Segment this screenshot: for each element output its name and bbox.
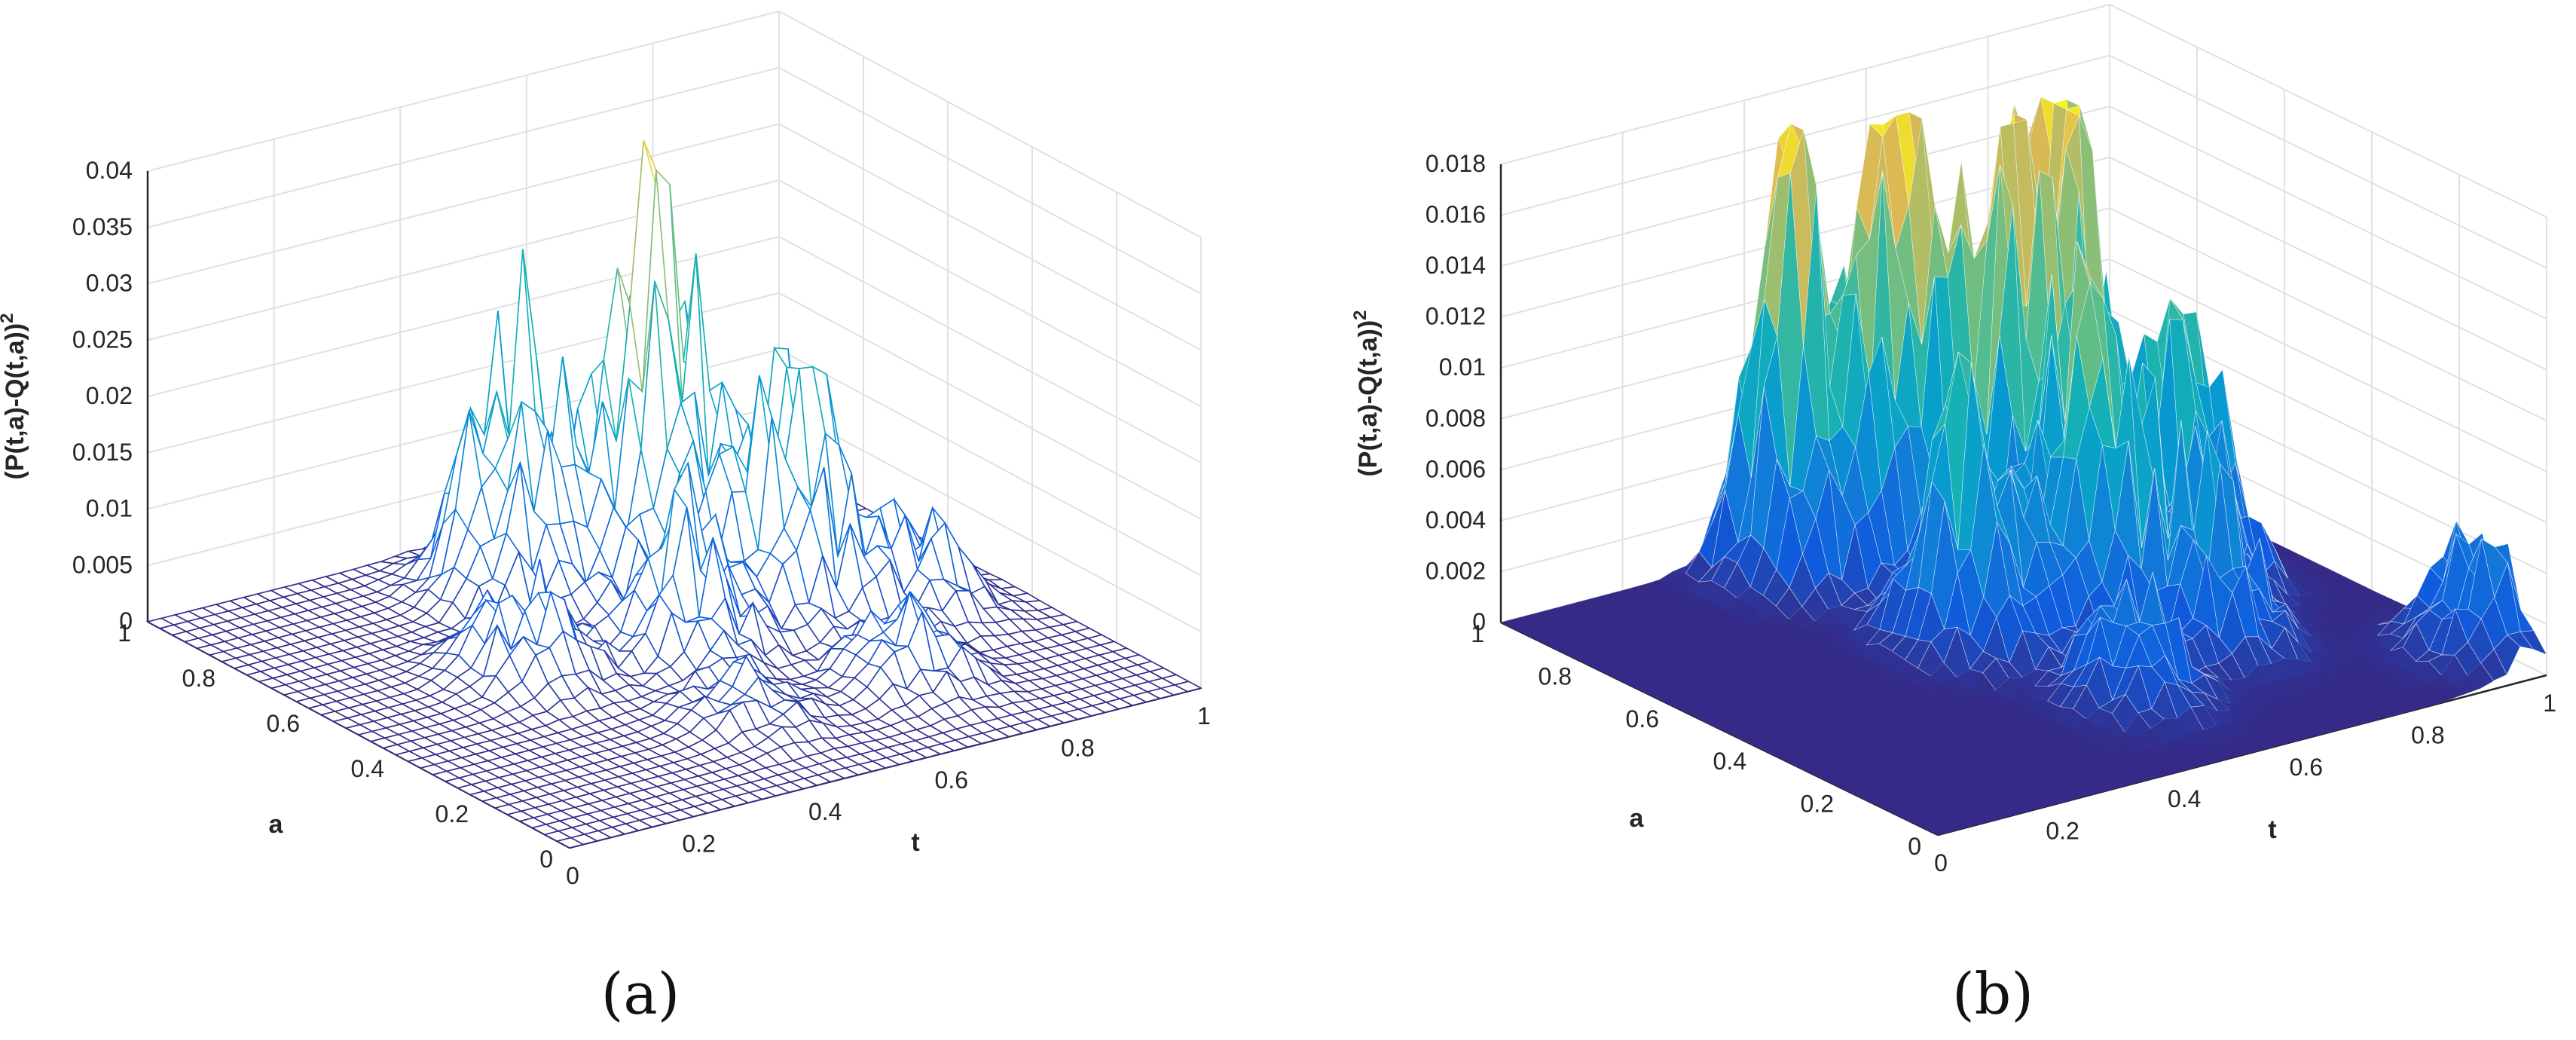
- surface-patch: [1173, 681, 1203, 693]
- t-tick-label: 0.2: [2046, 818, 2079, 845]
- panel-label-a: (a): [601, 960, 680, 1027]
- surface-plot-b: 00.20.40.60.8100.20.40.60.8100.0020.0040…: [1350, 3, 2556, 876]
- z-axis-label: (P(t,a)-Q(t,a))2: [0, 313, 29, 479]
- grid-line: [147, 179, 1202, 408]
- a-tick-label: 0.8: [182, 665, 215, 692]
- grid-line: [147, 292, 1202, 520]
- surface-patch: [2519, 630, 2547, 656]
- z-tick-label: 0.01: [1439, 353, 1486, 381]
- t-axis-label: t: [911, 828, 919, 857]
- z-tick-label: 0: [119, 607, 133, 635]
- z-axis-label-exponent: 2: [1350, 310, 1371, 320]
- z-tick-label: 0.005: [72, 551, 133, 578]
- grid-line: [1500, 156, 2547, 371]
- a-tick-label: 0: [539, 846, 553, 873]
- z-axis-label: (P(t,a)-Q(t,a))2: [1350, 310, 1383, 476]
- z-tick-label: 0.025: [72, 326, 133, 353]
- grid-line: [147, 66, 1202, 295]
- z-tick-label: 0.02: [86, 382, 133, 409]
- grid-line: [1500, 54, 2547, 269]
- t-tick-label: 1: [2543, 690, 2556, 717]
- t-tick-label: 0: [566, 862, 579, 889]
- z-tick-label: 0.015: [72, 439, 133, 466]
- grid-line: [147, 10, 1202, 238]
- a-tick-label: 0.4: [1713, 748, 1746, 775]
- grid-line: [1500, 3, 2547, 218]
- grid-line: [147, 235, 1202, 463]
- grid-line: [1500, 207, 2547, 422]
- t-tick-label: 0.8: [1061, 734, 1094, 761]
- z-tick-label: 0.008: [1426, 405, 1486, 432]
- grid-line: [1500, 106, 2547, 320]
- z-tick-label: 0.018: [1426, 150, 1486, 177]
- z-axis-label-exponent: 2: [0, 313, 17, 323]
- z-tick-label: 0.016: [1426, 201, 1486, 228]
- grid-line: [1500, 258, 2547, 473]
- a-tick-label: 0.6: [267, 710, 300, 737]
- a-tick-label: 0.4: [351, 755, 384, 782]
- z-tick-label: 0.01: [86, 495, 133, 522]
- z-tick-label: 0.004: [1426, 506, 1486, 534]
- a-tick-label: 0.2: [435, 800, 469, 827]
- z-tick-label: 0: [1472, 608, 1486, 635]
- a-axis-label: a: [269, 810, 284, 839]
- t-tick-label: 1: [1197, 702, 1211, 730]
- a-tick-label: 0: [1908, 833, 1921, 860]
- z-tick-label: 0.012: [1426, 303, 1486, 330]
- t-tick-label: 0.6: [935, 766, 968, 794]
- t-tick-label: 0.8: [2411, 721, 2444, 748]
- t-tick-label: 0.4: [2168, 785, 2201, 812]
- z-tick-label: 0.014: [1426, 252, 1486, 279]
- a-tick-label: 1: [118, 619, 131, 647]
- z-tick-label: 0.002: [1426, 557, 1486, 584]
- z-tick-label: 0.035: [72, 213, 133, 240]
- z-tick-label: 0.006: [1426, 455, 1486, 482]
- t-axis-label: t: [2268, 815, 2276, 844]
- a-tick-label: 0.2: [1801, 791, 1834, 818]
- grid-line: [147, 123, 1202, 351]
- a-tick-label: 0.8: [1539, 662, 1572, 690]
- surface-plot-a: 00.20.40.60.8100.20.40.60.8100.0050.010.…: [0, 10, 1211, 889]
- a-tick-label: 1: [1471, 620, 1484, 647]
- z-tick-label: 0.04: [86, 157, 133, 184]
- z-tick-label: 0.03: [86, 270, 133, 297]
- a-tick-label: 0.6: [1626, 705, 1659, 733]
- t-tick-label: 0: [1934, 849, 1948, 876]
- a-axis-label: a: [1630, 804, 1645, 833]
- t-tick-label: 0.4: [808, 798, 842, 825]
- t-tick-label: 0.6: [2290, 754, 2323, 781]
- t-tick-label: 0.2: [682, 830, 715, 858]
- panel-label-b: (b): [1952, 960, 2034, 1027]
